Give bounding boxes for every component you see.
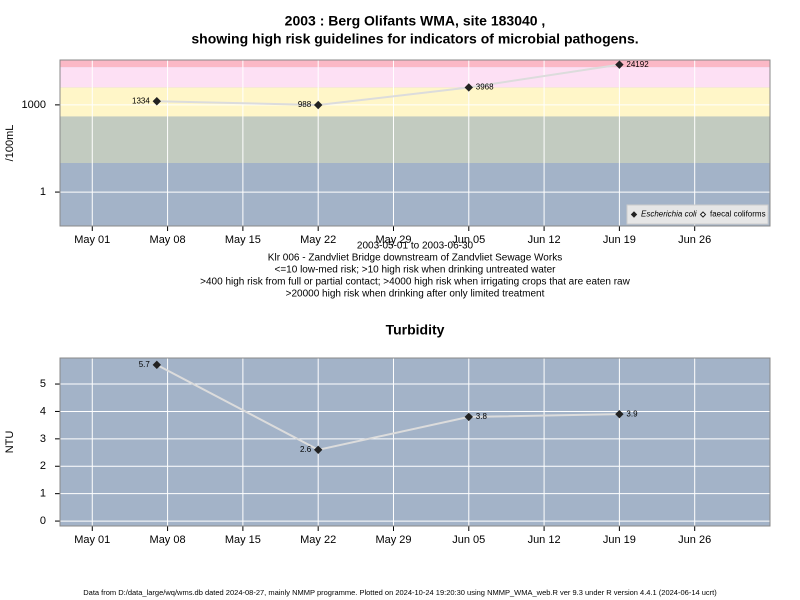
y-tick-label: 4 bbox=[40, 405, 46, 417]
data-label: 24192 bbox=[626, 60, 649, 69]
data-label: 2.6 bbox=[300, 445, 312, 454]
data-point bbox=[615, 60, 624, 69]
chart-title: showing high risk guidelines for indicat… bbox=[191, 31, 638, 47]
x-tick-label: May 29 bbox=[375, 534, 411, 546]
y-tick-label: 0 bbox=[40, 515, 46, 527]
y-axis-label: /100mL bbox=[4, 125, 16, 162]
legend-label: faecal coliforms bbox=[710, 210, 766, 219]
data-point bbox=[152, 360, 162, 370]
note: <=10 low-med risk; >10 high risk when dr… bbox=[275, 265, 557, 276]
x-tick-label: May 08 bbox=[150, 534, 186, 546]
x-tick-label: Jun 12 bbox=[528, 234, 561, 246]
x-tick-label: May 15 bbox=[225, 234, 261, 246]
x-tick-label: May 22 bbox=[300, 534, 336, 546]
legend-marker bbox=[630, 211, 638, 218]
series-line bbox=[156, 63, 620, 107]
risk-band bbox=[60, 67, 770, 88]
data-label: 3968 bbox=[476, 83, 494, 92]
x-tick-label: Jun 26 bbox=[678, 234, 711, 246]
data-point bbox=[464, 83, 473, 92]
data-label: 1334 bbox=[132, 96, 150, 105]
chart-title: 2003 : Berg Olifants WMA, site 183040 , bbox=[285, 13, 546, 29]
x-tick-label: Jun 05 bbox=[452, 534, 485, 546]
note: 2003-05-01 to 2003-06-30 bbox=[357, 241, 474, 252]
y-tick-label: 3 bbox=[40, 433, 46, 445]
data-label: 988 bbox=[298, 100, 312, 109]
x-tick-label: May 01 bbox=[74, 534, 110, 546]
y-tick-label: 5 bbox=[40, 378, 46, 390]
legend-box bbox=[626, 204, 769, 225]
data-label: 3.9 bbox=[626, 409, 638, 418]
x-tick-label: May 01 bbox=[74, 234, 110, 246]
plot-background bbox=[60, 358, 770, 526]
x-tick-label: Jun 19 bbox=[603, 234, 636, 246]
series-line bbox=[156, 363, 620, 451]
legend-marker bbox=[699, 211, 707, 218]
note: >20000 high risk when drinking after onl… bbox=[286, 289, 545, 300]
note: >400 high risk from full or partial cont… bbox=[200, 277, 630, 288]
x-tick-label: Jun 26 bbox=[678, 534, 711, 546]
y-tick-label: 1 bbox=[40, 488, 46, 500]
data-point bbox=[615, 409, 624, 419]
data-point bbox=[313, 100, 323, 110]
plot-border bbox=[59, 59, 771, 227]
x-tick-label: May 22 bbox=[300, 234, 336, 246]
chart-title: Turbidity bbox=[386, 322, 445, 338]
y-tick-label: 1000 bbox=[22, 99, 46, 111]
plot-border bbox=[59, 357, 771, 527]
footer: Data from D:/data_large/wq/wms.db dated … bbox=[83, 588, 717, 597]
data-point bbox=[152, 97, 162, 106]
x-tick-label: Jun 12 bbox=[528, 534, 561, 546]
y-axis-label: NTU bbox=[4, 431, 16, 454]
legend-label: Escherichia coli bbox=[641, 210, 697, 219]
data-point bbox=[464, 412, 473, 422]
x-tick-label: May 29 bbox=[375, 234, 411, 246]
y-tick-label: 2 bbox=[40, 460, 46, 472]
y-tick-label: 1 bbox=[40, 186, 46, 198]
data-point bbox=[313, 445, 323, 455]
risk-band bbox=[60, 116, 770, 164]
x-tick-label: May 15 bbox=[225, 534, 261, 546]
x-tick-label: Jun 05 bbox=[452, 234, 485, 246]
risk-band bbox=[60, 60, 770, 68]
data-label: 5.7 bbox=[139, 360, 151, 369]
data-label: 3.8 bbox=[476, 412, 488, 421]
x-tick-label: May 08 bbox=[150, 234, 186, 246]
x-tick-label: Jun 19 bbox=[603, 534, 636, 546]
note: Klr 006 - Zandvliet Bridge downstream of… bbox=[268, 253, 562, 264]
